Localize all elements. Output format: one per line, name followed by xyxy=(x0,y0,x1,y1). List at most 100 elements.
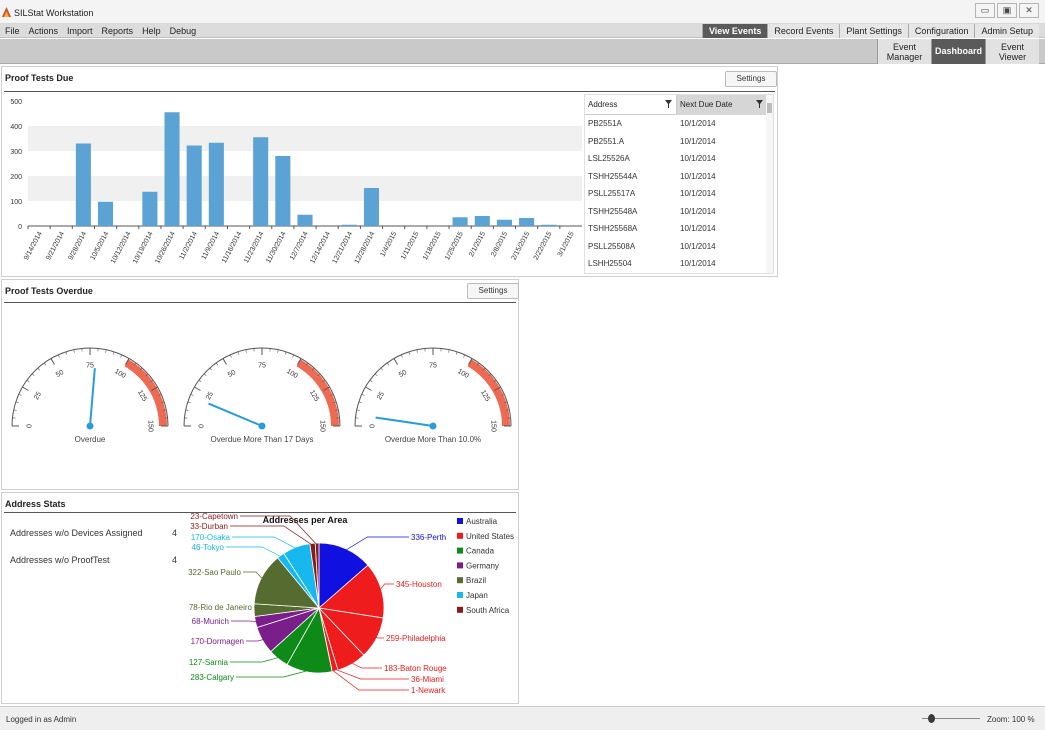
zoom-slider-track[interactable] xyxy=(922,718,980,719)
gauge-tick-label: 75 xyxy=(429,363,437,370)
menu-actions[interactable]: Actions xyxy=(28,26,59,36)
cell-address: TSHH25568A xyxy=(588,224,638,233)
stat-label-no-prooftest: Addresses w/o ProofTest xyxy=(10,555,110,565)
x-tick-label: 11/2/2014 xyxy=(178,231,199,261)
tab-configuration[interactable]: Configuration xyxy=(907,24,975,38)
cell-next-due-date: 10/1/2014 xyxy=(680,136,716,146)
gauge-tick-label: 150 xyxy=(147,420,154,432)
table-row[interactable]: PB2551A 10/1/2014 xyxy=(585,115,773,133)
addresses-per-area-chart: Addresses per Area 336-Perth 345-Houston 25… xyxy=(188,512,514,695)
table-row[interactable]: LSL25526A 10/1/2014 xyxy=(585,150,773,168)
menu-help[interactable]: Help xyxy=(142,26,161,36)
proof-overdue-settings-button[interactable]: Settings xyxy=(467,283,519,299)
gauge-tick xyxy=(230,354,232,358)
gauge-tick xyxy=(133,362,137,366)
y-tick-label: 300 xyxy=(10,149,22,156)
table-row[interactable]: PSLL25508A 10/1/2014 xyxy=(585,238,773,256)
column-header-next-due-date[interactable]: Next Due Date xyxy=(677,95,767,115)
legend-label: Canada xyxy=(466,547,495,556)
proof-due-settings-button[interactable]: Settings xyxy=(725,71,777,87)
column-header-address[interactable]: Address xyxy=(585,95,677,115)
cell-address: PSLL25517A xyxy=(588,189,636,198)
gauge-tick-label: 100 xyxy=(285,368,299,380)
proof-due-grid: Address Next Due Date PB2551A 10/1/2014 PB… xyxy=(584,94,774,274)
gauge-warning-band xyxy=(296,359,339,426)
legend-swatch xyxy=(457,518,463,524)
table-row[interactable]: LSHH25504 10/1/2014 xyxy=(585,255,773,273)
bar xyxy=(541,224,557,226)
table-row[interactable]: TSHH25568A 10/1/2014 xyxy=(585,220,773,238)
gauge-tick xyxy=(18,394,22,396)
gauge-label: Overdue More Than 17 Days xyxy=(210,435,313,444)
panel-divider xyxy=(4,512,516,513)
close-button[interactable]: ✕ xyxy=(1019,3,1039,18)
tab-admin-setup[interactable]: Admin Setup xyxy=(974,24,1039,38)
legend-swatch xyxy=(457,562,463,569)
gauge-tick-label: 125 xyxy=(308,389,320,403)
tab-record-events[interactable]: Record Events xyxy=(767,24,840,38)
gauge-tick xyxy=(43,362,47,366)
gauge-tick xyxy=(506,409,510,411)
bar xyxy=(142,191,158,226)
scroll-thumb[interactable] xyxy=(767,103,772,113)
cell-next-due-date: 10/1/2014 xyxy=(680,189,716,198)
gauge-tick xyxy=(305,362,309,366)
cell-address: TSHH25544A xyxy=(588,171,638,181)
grid-scrollbar[interactable] xyxy=(766,95,773,273)
tab-event-manager[interactable]: Event Manager xyxy=(877,39,931,64)
bar xyxy=(75,143,91,226)
bar xyxy=(208,142,224,226)
gauge-tick-label: 125 xyxy=(479,389,491,403)
panel-divider xyxy=(4,91,775,92)
gauge-tick xyxy=(163,409,167,411)
pie-slice-label: 170-Dormagen xyxy=(191,637,244,646)
gauge-tick xyxy=(50,358,55,365)
tab-event-viewer[interactable]: Event Viewer xyxy=(985,39,1039,64)
cell-next-due-date: 10/1/2014 xyxy=(680,119,716,128)
gauge-tick xyxy=(185,409,189,411)
tab-plant-settings[interactable]: Plant Settings xyxy=(839,24,908,38)
table-row[interactable]: PB2551.A 10/1/2014 xyxy=(585,133,773,151)
table-row[interactable]: PSLL25517A 10/1/2014 xyxy=(585,185,773,203)
bar xyxy=(164,112,180,226)
menu-debug[interactable]: Debug xyxy=(169,26,197,36)
table-row[interactable]: TSHH25548A 10/1/2014 xyxy=(585,203,773,221)
gauge-tick xyxy=(333,401,337,404)
legend-swatch xyxy=(457,592,463,598)
menu-file[interactable]: File xyxy=(5,26,20,36)
address-stats-panel: Address Stats Addresses w/o Devices Assi… xyxy=(1,492,519,704)
filter-icon[interactable] xyxy=(756,100,763,108)
minimize-button[interactable]: ▭ xyxy=(975,3,995,18)
y-tick-label: 100 xyxy=(10,199,22,206)
x-tick-label: 12/7/2014 xyxy=(289,231,310,262)
cell-next-due-date: 10/1/2014 xyxy=(680,154,716,163)
gauge-tick xyxy=(58,354,60,358)
pie-slice-label: 78-Rio de Janeiro xyxy=(189,603,253,612)
x-tick-label: 11/9/2014 xyxy=(201,231,222,261)
gauge-tick xyxy=(380,367,384,371)
proof-tests-overdue-panel: Proof Tests Overdue Settings 0 25 50 75 100 1… xyxy=(1,279,519,490)
filter-icon[interactable] xyxy=(665,100,672,108)
menu-import[interactable]: Import xyxy=(67,26,93,36)
x-tick-label: 12/14/2014 xyxy=(309,231,332,265)
pie-slice-label: 68-Munich xyxy=(192,617,229,626)
gauge-tick-label: 50 xyxy=(55,369,65,379)
gauge-tick xyxy=(448,349,450,353)
tab-dashboard[interactable]: Dashboard xyxy=(931,39,985,64)
gauge-tick xyxy=(222,358,227,365)
status-bar: Logged in as Admin Zoom: 100 % xyxy=(0,706,1045,730)
pie-leader-line xyxy=(230,525,313,546)
zoom-slider-thumb[interactable] xyxy=(927,714,935,723)
gauge-scale xyxy=(354,347,512,427)
x-tick-label: 10/26/2014 xyxy=(154,231,177,265)
pie-slice-label: 46-Tokyo xyxy=(192,543,225,552)
legend-label: Germany xyxy=(466,561,499,570)
maximize-button[interactable]: ▣ xyxy=(997,3,1017,18)
gauge-tick xyxy=(504,401,508,404)
grid-band xyxy=(28,126,582,151)
menu-reports[interactable]: Reports xyxy=(101,26,134,36)
tab-view-events[interactable]: View Events xyxy=(701,24,768,38)
table-row[interactable]: TSHH25544A 10/1/2014 xyxy=(585,168,773,186)
gauge-tick xyxy=(374,373,378,377)
gauge-tick xyxy=(335,409,339,411)
